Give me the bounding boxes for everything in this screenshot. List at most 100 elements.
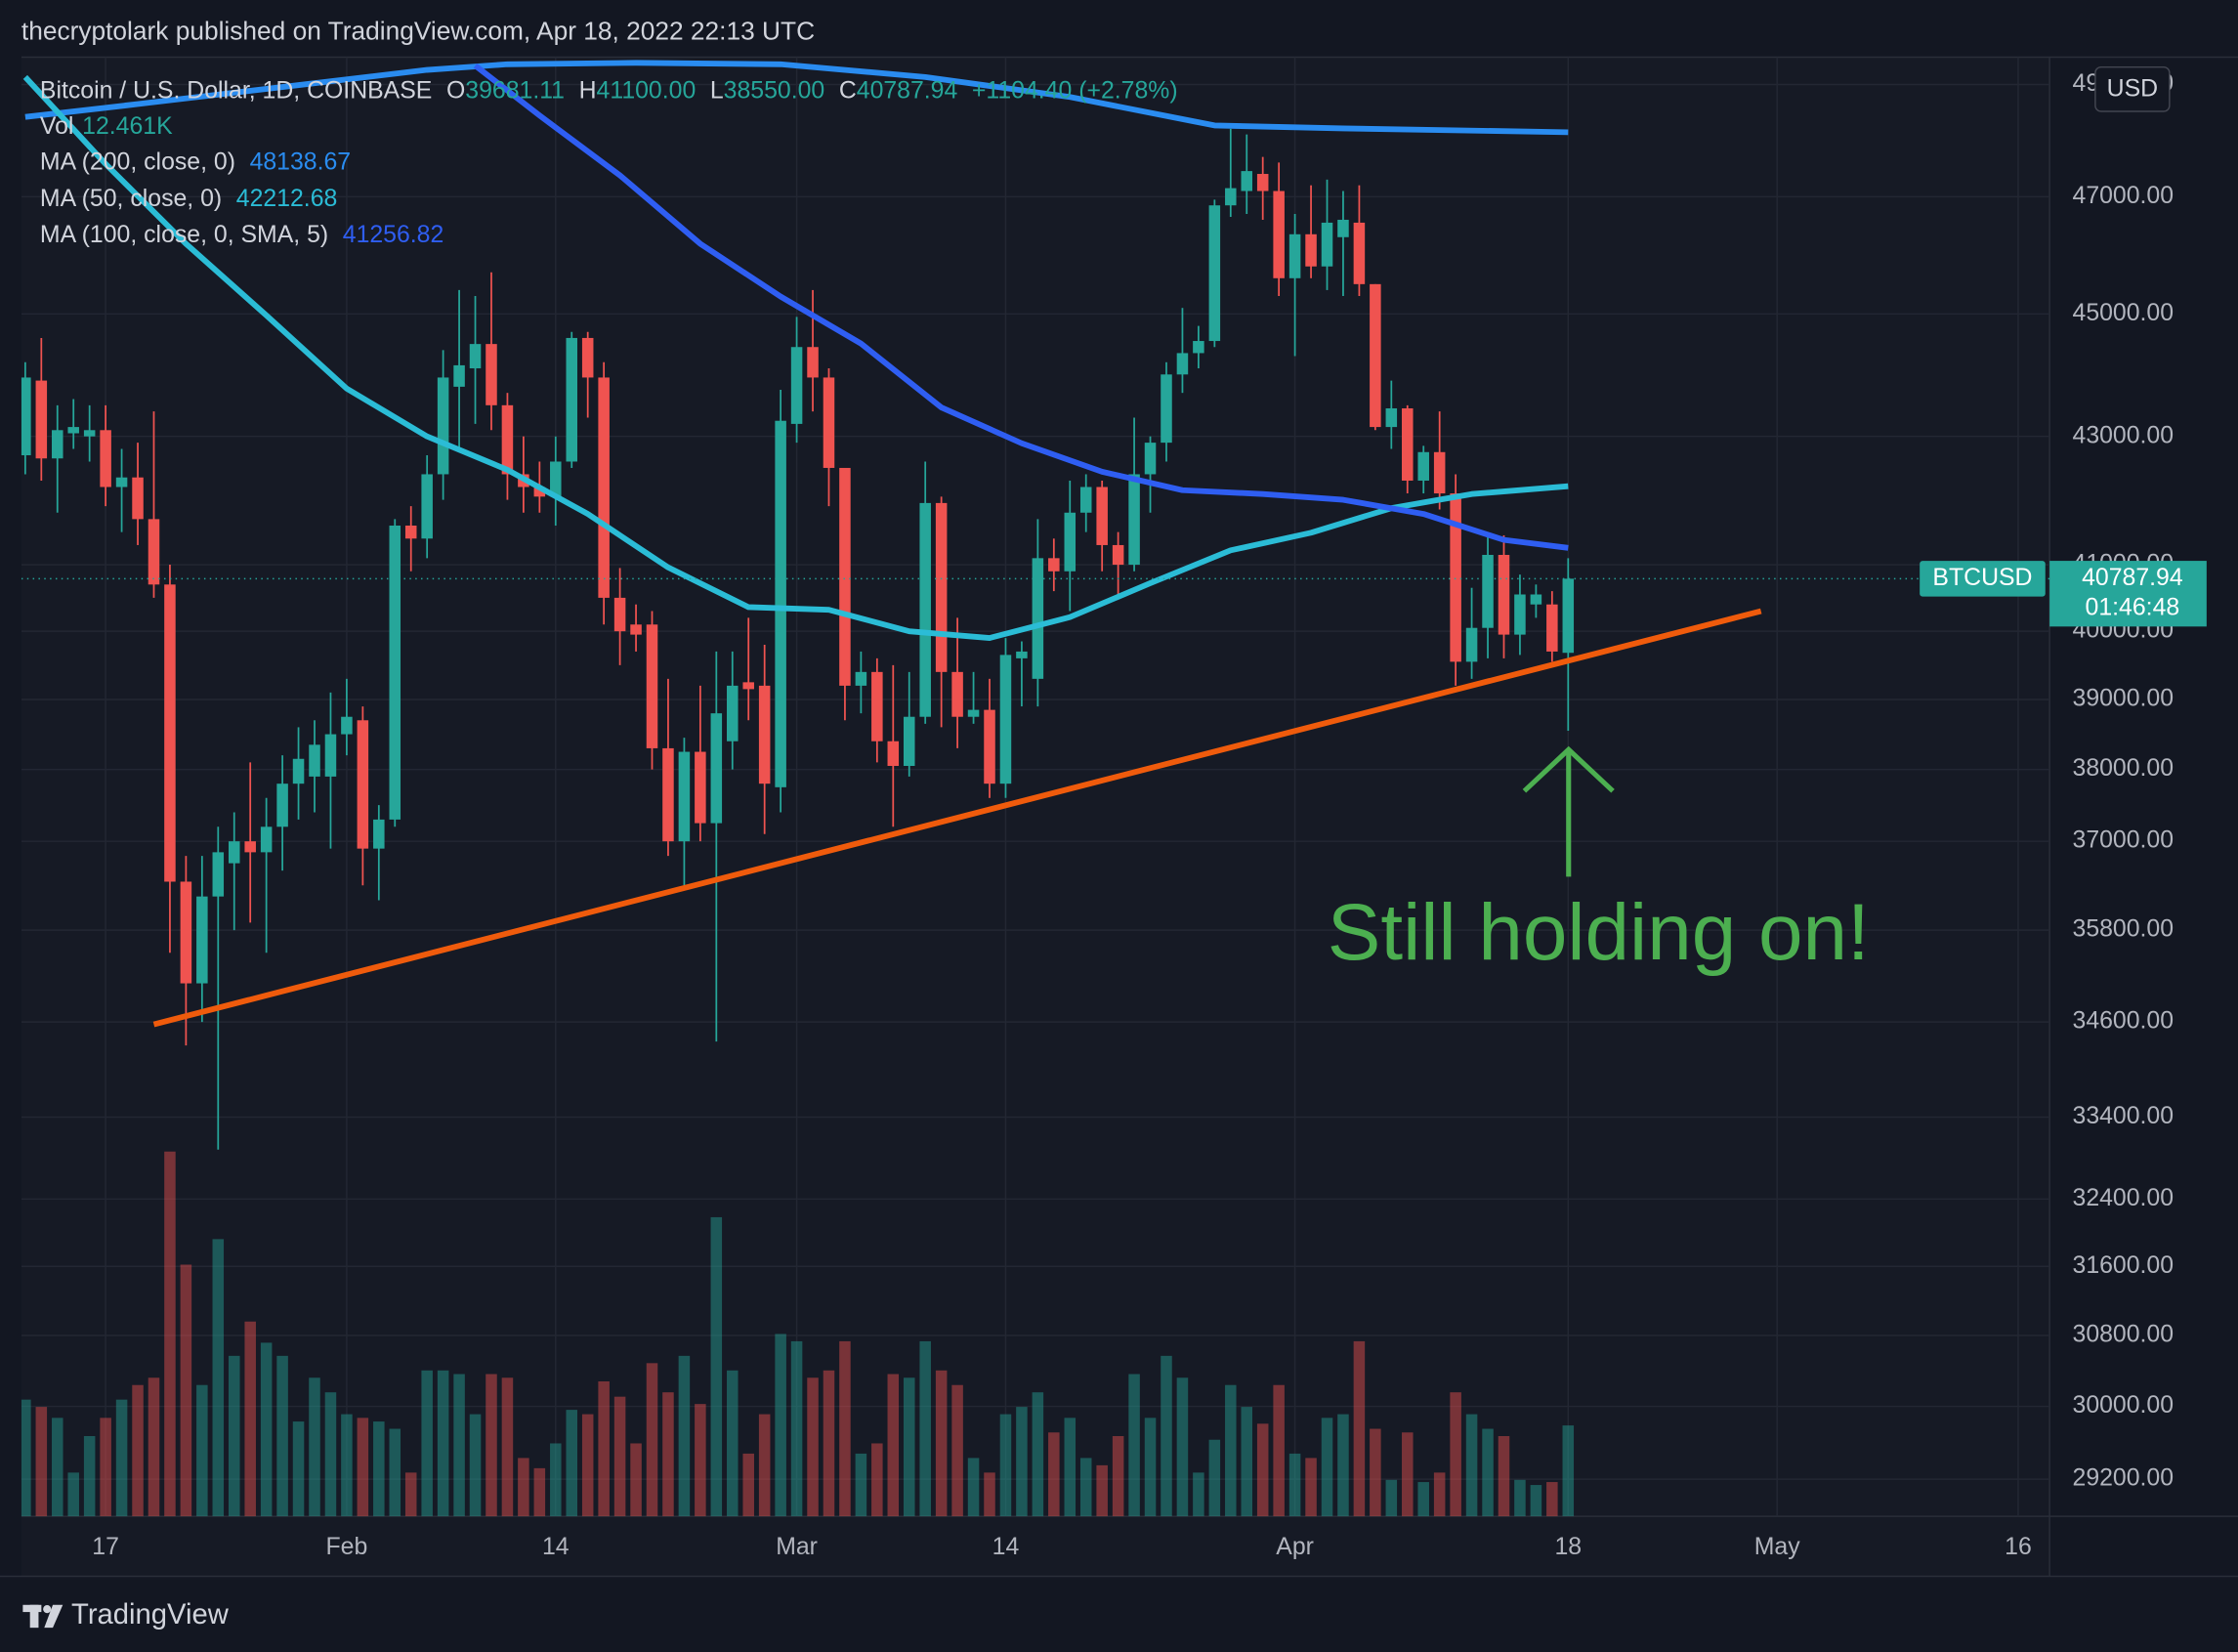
volume-bar [260,1342,273,1517]
candle-body [196,896,208,984]
volume-bar [212,1239,225,1517]
legend-ohlc-key: C [839,77,857,104]
volume-bar [1048,1432,1060,1517]
candle-body [855,671,867,686]
legend-volume: Vol 12.461K [40,113,173,140]
volume-bar [887,1374,900,1517]
legend-series-value: 42212.68 [236,185,338,211]
currency-label[interactable]: USD [2107,76,2158,103]
volume-bar [1273,1384,1285,1517]
volume-bar [1256,1423,1269,1517]
volume-bar [613,1396,626,1517]
candle-body [630,624,642,635]
volume-bar [1385,1479,1398,1517]
volume-bar [228,1355,240,1517]
volume-bar [1402,1432,1414,1517]
legend-ohlc-key: O [446,77,465,104]
volume-bar [1161,1355,1172,1517]
volume-bar [1176,1377,1189,1517]
candle-body [887,741,900,766]
candle-body [1079,487,1092,513]
candle-body [839,467,851,686]
candle-body [52,430,63,459]
candle-body [695,751,706,824]
x-tick-label: 16 [2005,1534,2032,1560]
candle-body [437,377,449,475]
candle-body [598,377,610,598]
volume-bar [164,1151,176,1517]
volume-bar [790,1340,803,1517]
candle-body [710,713,723,824]
volume-bar [453,1374,465,1517]
legend-series-value: 48138.67 [250,148,352,175]
currency-box[interactable] [2094,65,2171,112]
moving-average-line [22,74,1569,641]
legend-symbol: Bitcoin / U.S. Dollar, 1D, COINBASE [40,77,432,104]
moving-average-line [24,60,1569,136]
candle-body [164,584,176,882]
y-tick-label: 35800.00 [2073,916,2175,943]
candle-body [1433,451,1446,494]
candle-body [1161,374,1172,444]
volume-bar [100,1418,111,1517]
legend-ohlc-value: 39681.11 [465,77,565,104]
candle-body [1048,558,1060,572]
volume-bar [710,1216,723,1517]
volume-bar [1128,1374,1140,1517]
volume-bar [727,1370,739,1517]
legend-series: MA (100, close, 0, SMA, 5) 41256.82 [40,222,443,248]
candle-body [790,347,803,424]
volume-bar [823,1370,835,1517]
candle-body [919,502,931,717]
volume-bar [1450,1392,1461,1517]
volume-bar [855,1453,867,1517]
candle-body [469,344,482,369]
legend-series: MA (50, close, 0) 42212.68 [40,185,337,211]
legend-symbol-row: Bitcoin / U.S. Dollar, 1D, COINBASE O3968… [40,77,1178,104]
logo-part [29,1604,39,1629]
volume-bar [244,1321,256,1517]
annotation: Still holding on! [1328,888,1870,977]
volume-bar [839,1340,851,1517]
price-tag-value: 40787.94 [2082,565,2183,591]
candle-body [100,430,111,487]
volume-bar [180,1264,192,1517]
volume-bar [1514,1479,1526,1517]
candle-body [1208,205,1221,342]
legend-series-name: MA (200, close, 0) [40,148,235,175]
candle-body [341,716,353,735]
logo-part [44,1604,63,1629]
volume-bar [903,1377,915,1517]
candle-body [1353,222,1366,284]
legend-ohlc-value: 40787.94 [857,77,958,104]
volume-bar [1498,1436,1510,1517]
currency-button[interactable]: USD [2094,65,2171,112]
volume-bar [758,1414,771,1517]
candle-body [1530,594,1542,605]
candle-body [967,709,980,717]
volume-bar [67,1472,79,1517]
volume-bar [115,1399,128,1517]
volume-bar [357,1418,369,1517]
candle-body [662,747,674,842]
candle-body [1305,233,1317,267]
volume-bar [984,1472,995,1517]
x-tick-label: 17 [92,1534,119,1560]
legend: Bitcoin / U.S. Dollar, 1D, COINBASE O3968… [40,77,1178,248]
candle-body [389,525,401,820]
candle-body [1096,487,1108,545]
volume-bar [1288,1453,1301,1517]
candle-body [1417,451,1429,481]
candle-body [486,344,497,405]
x-tick-label: 14 [542,1534,570,1560]
volume-bar [1433,1472,1446,1517]
volume-bar [967,1458,980,1517]
volume-bar [999,1414,1012,1517]
x-tick-label: Mar [776,1534,818,1560]
volume-bar [807,1377,819,1517]
candle-body [1288,233,1301,278]
candle-body [228,841,240,864]
candle-body [35,380,48,459]
x-tick-label: 18 [1554,1534,1582,1560]
